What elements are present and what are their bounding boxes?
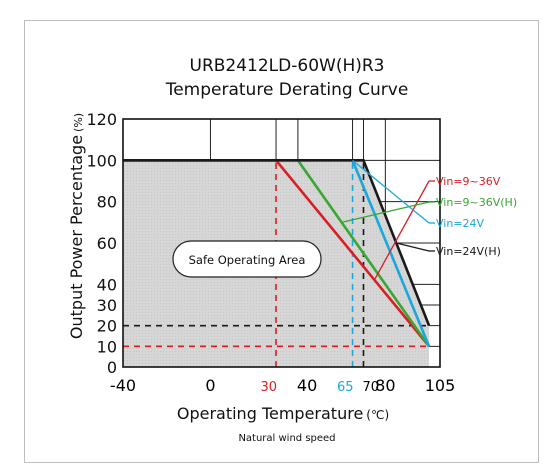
y-tick-label: 80 [97, 193, 117, 212]
x-tick-label: 30 [260, 380, 277, 395]
y-axis-unit: (%) [72, 113, 85, 132]
legend-leader-0 [373, 180, 430, 281]
legend-label-3: Vin=24V(H) [436, 245, 501, 258]
legend-leader-2 [352, 159, 430, 224]
x-axis-label: Operating Temperature [177, 404, 363, 423]
legend-label-2: Vin=24V [436, 217, 485, 230]
x-tick-label: -40 [110, 376, 136, 395]
safe-area-badge: Safe Operating Area [172, 240, 322, 278]
x-tick-label: 80 [375, 376, 395, 395]
y-tick-label: 20 [97, 317, 117, 336]
y-axis-label: Output Power Percentage [67, 135, 86, 339]
chart-frame: URB2412LD-60W(H)R3 Temperature Derating … [24, 20, 539, 463]
y-tick-label: 100 [86, 151, 117, 170]
y-axis-title: Output Power Percentage (%) [67, 113, 86, 339]
x-axis-unit: (℃) [366, 408, 389, 422]
x-tick-label: 40 [297, 376, 317, 395]
y-tick-label: 0 [107, 358, 117, 377]
legend-label-0: Vin=9~36V [436, 175, 501, 188]
chart-title: URB2412LD-60W(H)R3 [190, 56, 385, 76]
legend-leader-3 [396, 242, 430, 252]
axes [122, 118, 441, 368]
series-line-3 [123, 159, 431, 327]
safe-area-label: Safe Operating Area [189, 253, 306, 267]
y-tick-label: 120 [86, 110, 117, 129]
legend: Vin=9~36V Vin=9~36V(H) Vin=24V Vin=24V(H) [341, 159, 517, 281]
legend-label-1: Vin=9~36V(H) [436, 196, 517, 209]
chart-subtitle: Temperature Derating Curve [165, 80, 409, 100]
footnote: Natural wind speed [238, 433, 335, 444]
derating-chart: URB2412LD-60W(H)R3 Temperature Derating … [67, 56, 517, 444]
plot-border [122, 118, 441, 368]
y-tick-label: 60 [97, 234, 117, 253]
x-axis-title: Operating Temperature (℃) [177, 404, 389, 423]
x-tick-label: 65 [337, 380, 354, 395]
y-tick-label: 10 [97, 337, 117, 356]
x-tick-label: 105 [425, 376, 456, 395]
y-tick-label: 40 [97, 275, 117, 294]
y-tick-label: 30 [97, 296, 117, 315]
legend-leader-1 [341, 201, 430, 223]
x-tick-label: 70 [362, 380, 379, 395]
x-tick-label: 0 [205, 376, 215, 395]
